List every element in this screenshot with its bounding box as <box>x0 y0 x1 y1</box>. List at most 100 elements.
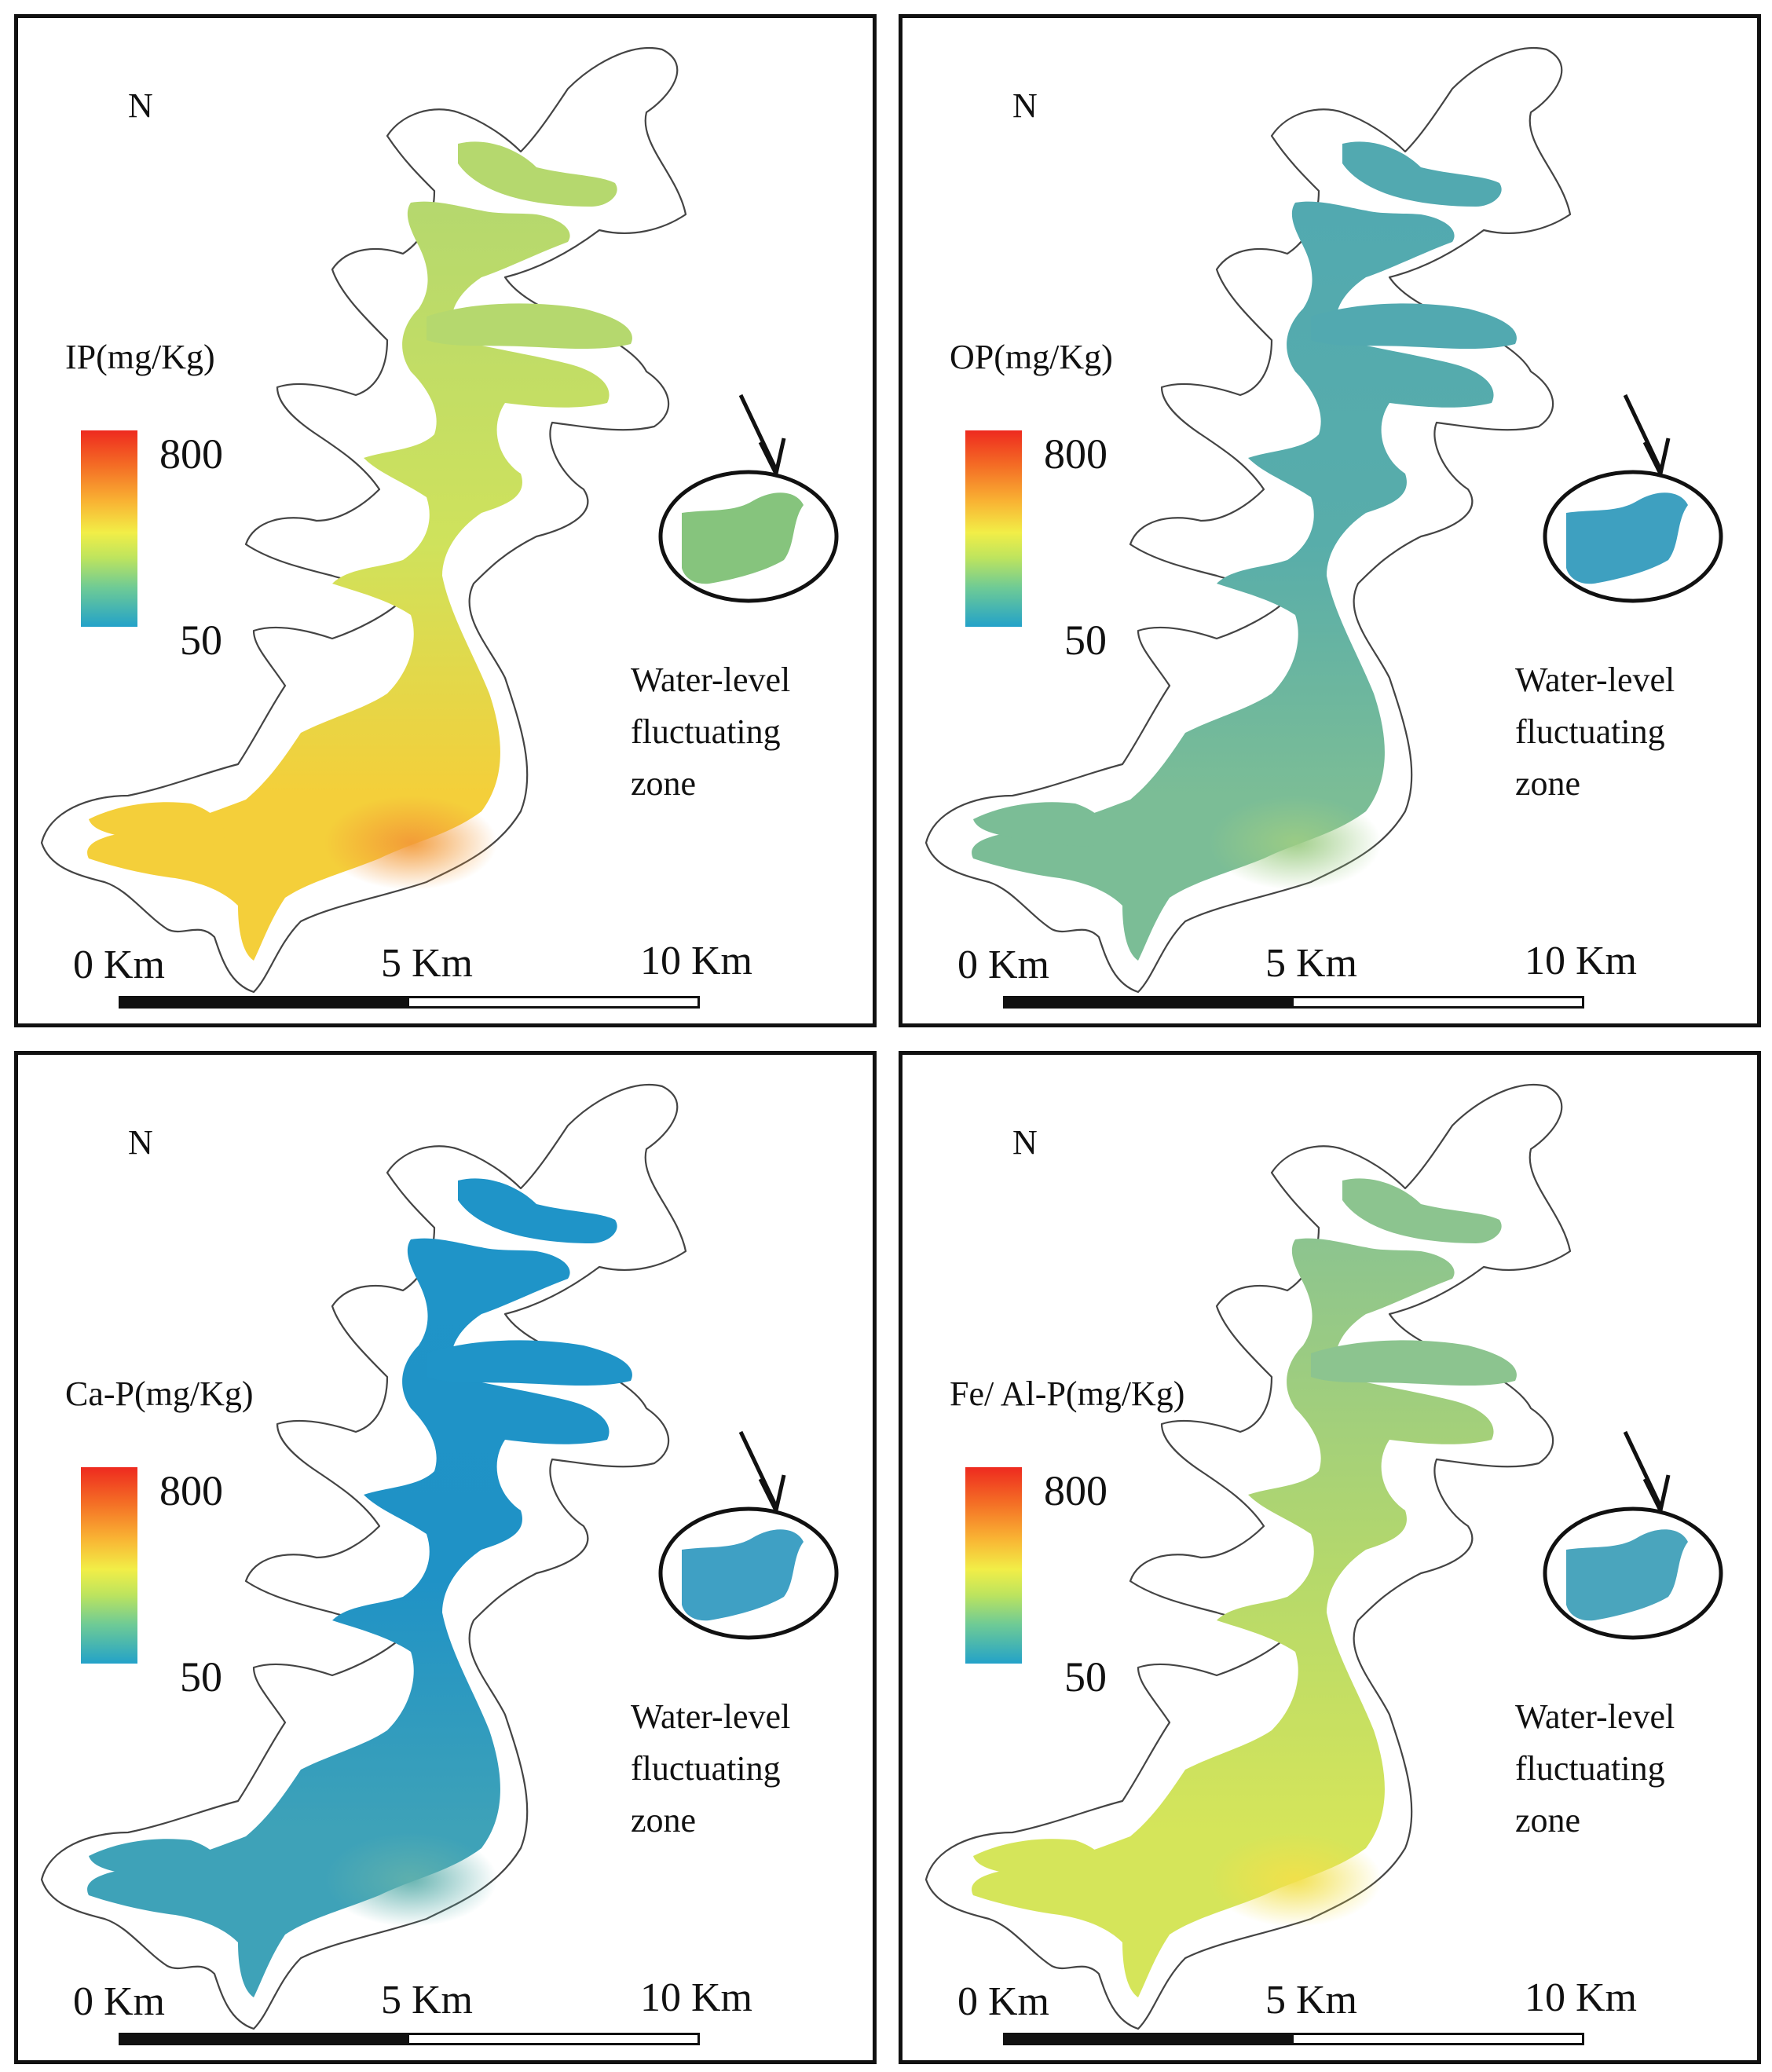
scale-bar-light-segment <box>409 998 697 1006</box>
inset-circle <box>658 1506 839 1640</box>
scale-label-5: 5 Km <box>381 941 473 986</box>
map-panel-ca-p: N Ca-P(mg/Kg) 800 50 Water-level fluctuating z… <box>14 1051 877 2064</box>
variable-label: IP(mg/Kg) <box>65 338 215 376</box>
color-scale-max: 800 <box>159 1467 223 1514</box>
scale-bar-light-segment <box>1294 2035 1582 2043</box>
inset-fluctuating-zone <box>1566 492 1688 584</box>
inset-fluctuating-zone <box>682 492 804 584</box>
scale-bar-dark-segment <box>1005 998 1294 1006</box>
inset-circle <box>1543 470 1723 603</box>
color-scale-min: 50 <box>1064 1653 1107 1700</box>
scale-label-5: 5 Km <box>381 1978 473 2023</box>
scale-bar <box>1003 996 1584 1009</box>
scale-bar <box>119 2033 700 2045</box>
east-arm <box>1311 1340 1517 1386</box>
north-arm <box>1342 1178 1502 1243</box>
scale-label-10: 10 Km <box>640 939 752 983</box>
reservoir-map <box>924 1084 1723 2030</box>
fluctuating-zone-label: Water-level fluctuating zone <box>1515 654 1757 810</box>
color-scale-max: 800 <box>1044 1467 1108 1514</box>
concentration-hotspot <box>324 1832 497 1927</box>
color-scale-min: 50 <box>1064 617 1107 664</box>
water-surface <box>87 1238 610 1997</box>
water-surface <box>972 201 1494 961</box>
scale-label-5: 5 Km <box>1265 1978 1357 2023</box>
west-arm <box>973 1839 1109 1883</box>
color-scale-min: 50 <box>180 1653 222 1700</box>
north-label: N <box>1012 86 1038 125</box>
shoreline-outline <box>40 1084 687 2030</box>
zone-label-line: fluctuating <box>631 1749 781 1788</box>
fluctuating-zone-label: Water-level fluctuating zone <box>631 1691 873 1847</box>
zone-label-line: zone <box>631 1801 697 1840</box>
scale-bar-light-segment <box>409 2035 697 2043</box>
water-surface <box>87 201 610 961</box>
scale-label-0: 0 Km <box>73 1979 165 2024</box>
color-scale-max: 800 <box>1044 430 1108 478</box>
east-arm <box>427 1340 632 1386</box>
scale-bar-light-segment <box>1294 998 1582 1006</box>
shoreline-outline <box>40 47 687 994</box>
arrow-head-icon <box>1642 437 1671 475</box>
inset-circle <box>658 470 839 603</box>
zone-label-line: zone <box>631 764 697 803</box>
variable-label: Fe/ Al-P(mg/Kg) <box>950 1375 1185 1413</box>
west-arm <box>973 802 1109 847</box>
pointer-arrow <box>1623 394 1663 471</box>
north-arm <box>1342 141 1502 207</box>
scale-label-10: 10 Km <box>640 1975 752 2020</box>
scale-label-0: 0 Km <box>957 943 1049 987</box>
pointer-arrow <box>1623 1430 1663 1508</box>
scale-label-0: 0 Km <box>957 1979 1049 2024</box>
scale-bar-dark-segment <box>1005 2035 1294 2043</box>
north-arm <box>458 1178 617 1243</box>
concentration-hotspot <box>1209 796 1382 890</box>
fluctuating-zone-label: Water-level fluctuating zone <box>631 654 873 810</box>
north-arm <box>458 141 617 207</box>
color-scale-bar <box>965 1467 1022 1664</box>
zone-label-line: fluctuating <box>1515 712 1665 751</box>
west-arm <box>89 1839 225 1883</box>
scale-bar <box>1003 2033 1584 2045</box>
arrow-head-icon <box>758 1474 786 1512</box>
color-scale-bar <box>965 430 1022 627</box>
map-panel-fe-al-p: N Fe/ Al-P(mg/Kg) 800 50 Water-level fluctuat… <box>899 1051 1761 2064</box>
zone-label-line: fluctuating <box>1515 1749 1665 1788</box>
reservoir-map <box>924 47 1723 994</box>
zone-label-line: Water-level <box>1515 661 1675 699</box>
scale-bar-dark-segment <box>121 998 409 1006</box>
arrow-head-icon <box>1642 1474 1671 1512</box>
scale-label-5: 5 Km <box>1265 941 1357 986</box>
concentration-hotspot <box>1209 1832 1382 1927</box>
reservoir-map <box>40 1084 839 2030</box>
color-scale-bar <box>81 430 137 627</box>
north-label: N <box>128 86 153 125</box>
map-panel-ip: N IP(mg/Kg) 800 50 Water-level fluctuating zon… <box>14 14 877 1027</box>
reservoir-map <box>40 47 839 994</box>
pointer-arrow <box>738 394 778 471</box>
scale-label-0: 0 Km <box>73 943 165 987</box>
inset-fluctuating-zone <box>682 1529 804 1621</box>
west-arm <box>89 802 225 847</box>
concentration-hotspot <box>324 796 497 890</box>
shoreline-outline <box>924 47 1572 994</box>
color-scale-bar <box>81 1467 137 1664</box>
variable-label: Ca-P(mg/Kg) <box>65 1375 254 1413</box>
zone-label-line: zone <box>1515 764 1581 803</box>
variable-label: OP(mg/Kg) <box>950 338 1113 376</box>
arrow-head-icon <box>758 437 786 475</box>
east-arm <box>1311 303 1517 350</box>
inset-circle <box>1543 1506 1723 1640</box>
scale-label-10: 10 Km <box>1525 1975 1637 2020</box>
scale-bar-dark-segment <box>121 2035 409 2043</box>
zone-label-line: Water-level <box>631 661 791 699</box>
zone-label-line: zone <box>1515 1801 1581 1840</box>
zone-label-line: Water-level <box>631 1697 791 1736</box>
color-scale-min: 50 <box>180 617 222 664</box>
north-label: N <box>128 1123 153 1162</box>
north-label: N <box>1012 1123 1038 1162</box>
scale-label-10: 10 Km <box>1525 939 1637 983</box>
scale-bar <box>119 996 700 1009</box>
fluctuating-zone-label: Water-level fluctuating zone <box>1515 1691 1757 1847</box>
east-arm <box>427 303 632 350</box>
